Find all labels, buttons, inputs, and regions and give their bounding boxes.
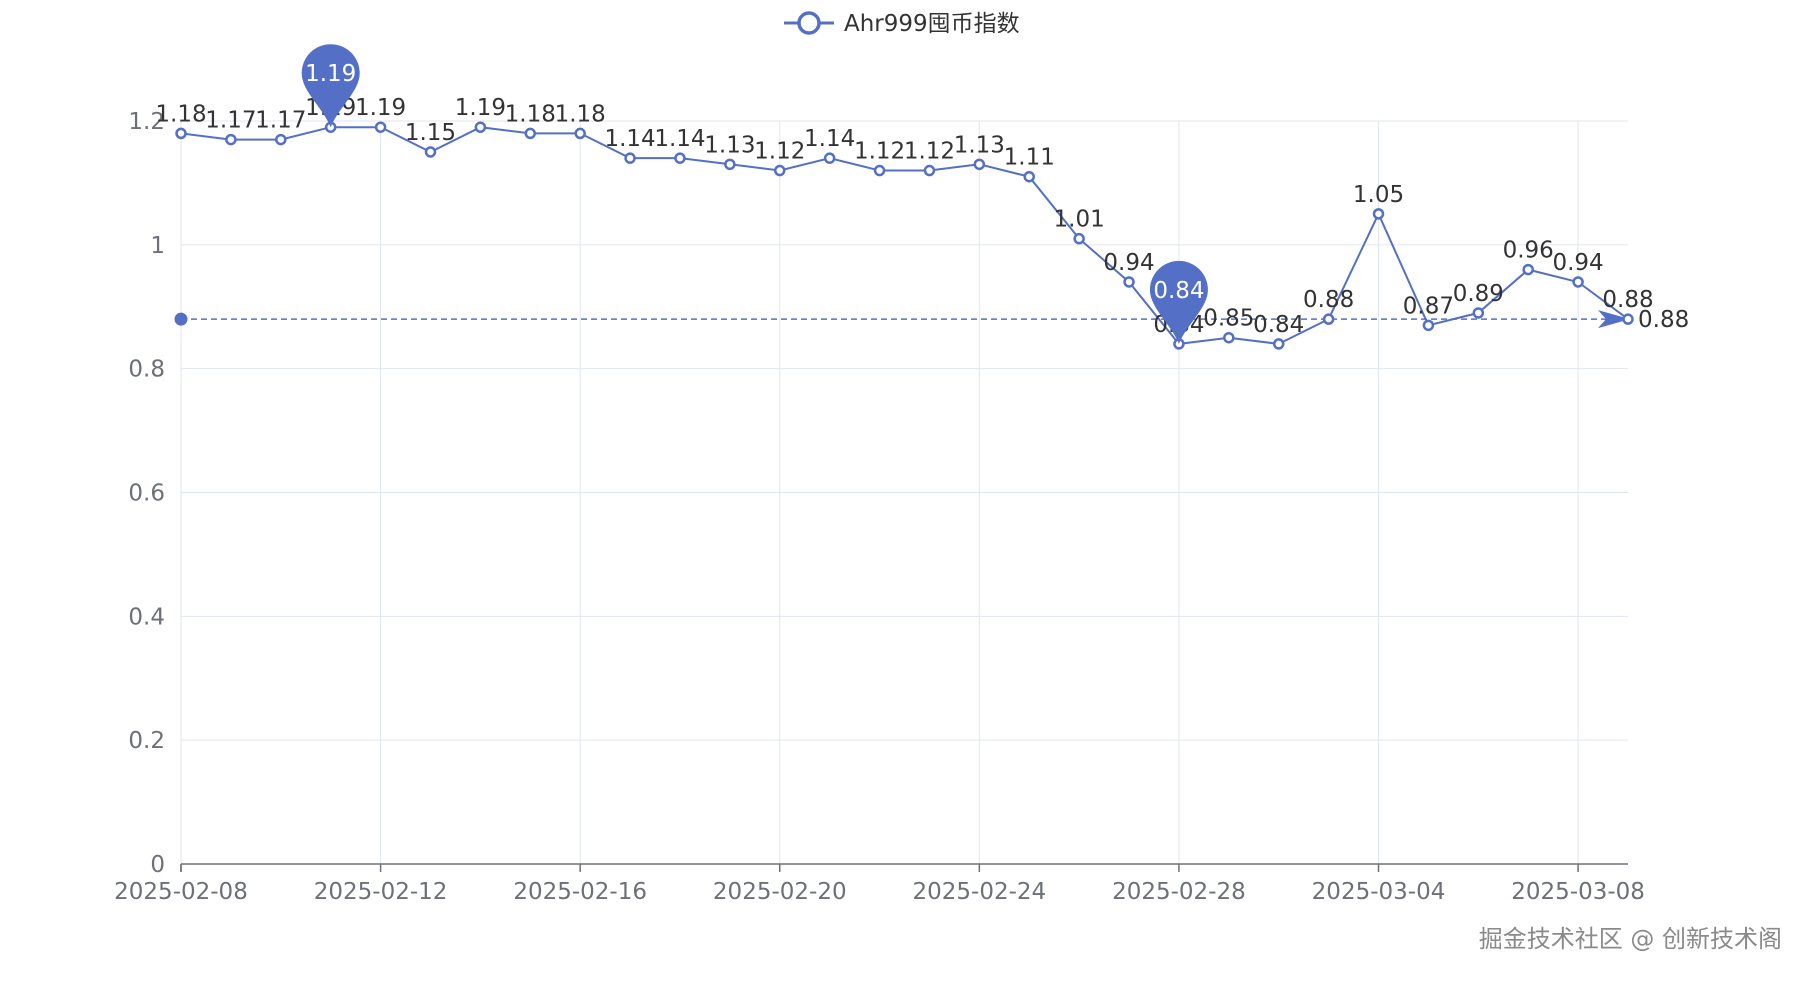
data-point xyxy=(873,164,886,177)
axes: 0 0.2 0.4 0.6 0.8 1 1.2 2025-02-08 2025-02-12 202… xyxy=(114,109,1645,905)
data-label: 1.05 xyxy=(1353,182,1404,208)
series xyxy=(175,121,1634,350)
data-label: 1.12 xyxy=(904,139,955,165)
data-point xyxy=(1622,313,1634,325)
data-label: 0.88 xyxy=(1602,287,1653,313)
x-tick-label: 2025-02-08 xyxy=(114,879,248,905)
data-point xyxy=(275,133,287,146)
data-label: 0.96 xyxy=(1503,238,1554,264)
data-label: 1.18 xyxy=(155,101,206,127)
data-label: 0.87 xyxy=(1403,293,1454,319)
x-tick-label: 2025-02-24 xyxy=(913,879,1047,905)
data-label: 1.11 xyxy=(1004,145,1055,171)
data-point xyxy=(175,127,187,140)
data-point xyxy=(1322,313,1335,325)
data-labels: 1.181.171.171.191.191.151.191.181.181.14… xyxy=(155,95,1653,338)
data-label: 1.17 xyxy=(205,108,256,134)
data-point xyxy=(624,152,636,164)
data-label: 1.13 xyxy=(704,132,755,158)
y-tick-label: 0 xyxy=(150,852,165,878)
max-marker-pin xyxy=(301,44,360,128)
average-line-label: 0.88 xyxy=(1638,307,1689,333)
y-tick-label: 0.6 xyxy=(128,481,165,507)
data-point xyxy=(424,146,437,158)
average-line-start-dot xyxy=(174,312,188,326)
legend[interactable]: Ahr999囤币指数 xyxy=(784,11,1020,37)
y-tick-label: 1.2 xyxy=(128,109,165,135)
data-point xyxy=(1372,208,1385,220)
markers: 1.19 0.84 xyxy=(301,44,1208,344)
average-line: 0.88 xyxy=(174,307,1689,333)
data-point xyxy=(1422,319,1435,332)
watermark: 掘金技术社区 @ 创新技术阁 xyxy=(1478,925,1782,953)
min-marker-pin xyxy=(1149,260,1208,344)
data-point xyxy=(1123,276,1135,288)
data-point xyxy=(823,152,836,164)
y-tick-label: 0.2 xyxy=(128,728,165,754)
data-label: 1.15 xyxy=(405,120,456,146)
data-point xyxy=(724,158,736,171)
data-point xyxy=(574,127,586,140)
data-point xyxy=(524,127,537,140)
legend-label: Ahr999囤币指数 xyxy=(844,11,1020,37)
data-point xyxy=(674,152,686,164)
data-point xyxy=(1023,170,1035,183)
data-label: 1.14 xyxy=(604,126,655,152)
x-tick-label: 2025-02-20 xyxy=(713,879,847,905)
data-point xyxy=(973,158,986,171)
data-label: 1.18 xyxy=(555,101,606,127)
data-label: 1.18 xyxy=(505,101,556,127)
data-label: 0.89 xyxy=(1453,281,1504,307)
y-tick-label: 0.8 xyxy=(128,357,165,383)
data-point xyxy=(923,164,936,177)
legend-circle-icon xyxy=(797,11,821,35)
x-tick-label: 2025-02-28 xyxy=(1112,879,1246,905)
data-point xyxy=(374,121,387,133)
data-label: 1.14 xyxy=(804,126,855,152)
x-tick-label: 2025-02-12 xyxy=(314,879,448,905)
data-label: 1.01 xyxy=(1054,207,1105,233)
grid xyxy=(180,120,1628,864)
data-label: 1.17 xyxy=(255,108,306,134)
data-point xyxy=(1272,338,1285,350)
data-label: 1.19 xyxy=(355,95,406,121)
data-label: 0.85 xyxy=(1203,306,1254,332)
data-label: 0.88 xyxy=(1303,287,1354,313)
data-label: 1.12 xyxy=(854,139,905,165)
data-label: 0.94 xyxy=(1103,250,1154,276)
data-point xyxy=(774,164,786,177)
data-label: 1.19 xyxy=(455,95,506,121)
data-point xyxy=(474,121,487,133)
data-point xyxy=(1472,307,1485,319)
data-point xyxy=(1522,263,1534,276)
x-tick-label: 2025-02-16 xyxy=(513,879,647,905)
x-tick-label: 2025-03-04 xyxy=(1312,879,1446,905)
data-label: 1.14 xyxy=(654,126,705,152)
y-tick-label: 0.4 xyxy=(128,604,165,630)
data-label: 0.94 xyxy=(1552,250,1603,276)
data-point xyxy=(1073,232,1085,245)
x-tick-label: 2025-03-08 xyxy=(1511,879,1645,905)
data-label: 0.84 xyxy=(1253,312,1304,338)
data-label: 1.12 xyxy=(754,139,805,165)
y-tick-label: 1 xyxy=(150,233,165,259)
min-marker-pin-label: 0.84 xyxy=(1153,278,1204,304)
max-marker-pin-label: 1.19 xyxy=(305,61,356,87)
series-line xyxy=(180,126,1629,345)
data-point xyxy=(1223,331,1235,344)
average-line-arrow xyxy=(1598,310,1630,329)
data-label: 1.13 xyxy=(954,132,1005,158)
data-point xyxy=(1572,276,1584,288)
data-point xyxy=(225,133,237,146)
